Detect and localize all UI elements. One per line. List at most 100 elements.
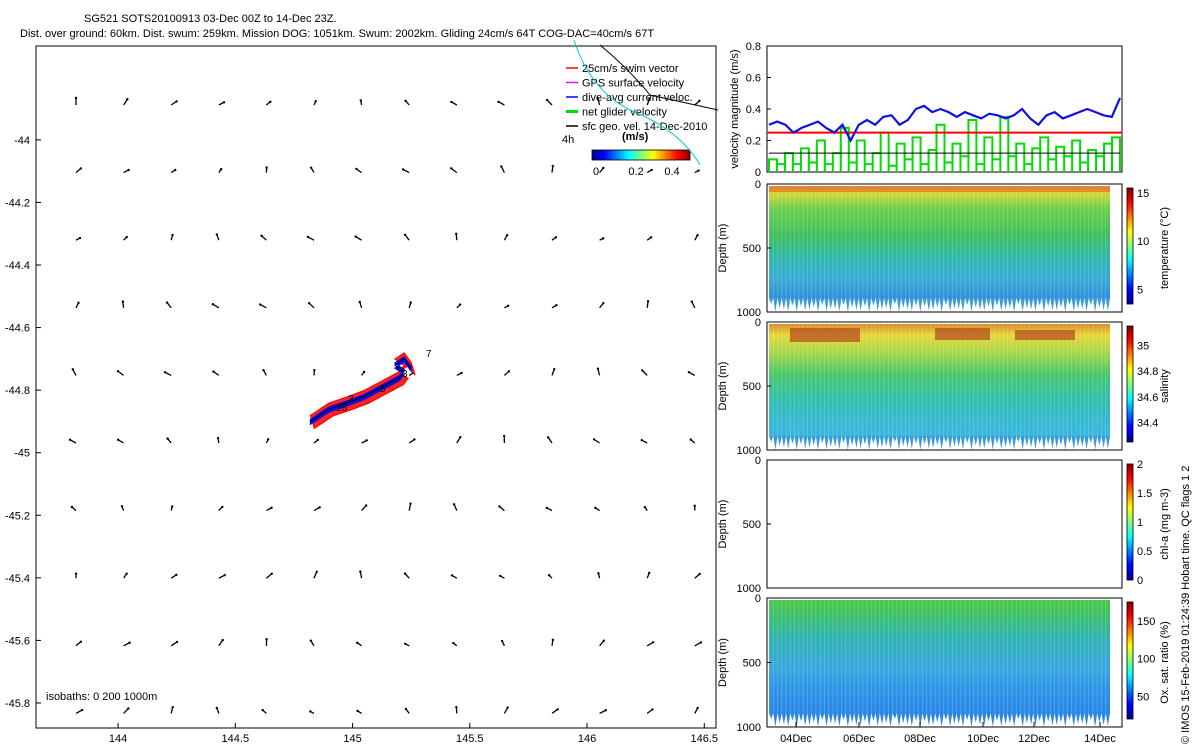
velocity-arrowhead <box>175 100 177 102</box>
isobaths-label: isobaths: 0 200 1000m <box>46 691 157 703</box>
velocity-arrowhead <box>555 304 557 306</box>
velocity-arrowhead <box>405 708 407 710</box>
oxygen-colorbar-tick: 50 <box>1137 691 1149 703</box>
velocity-arrowhead <box>315 100 317 102</box>
map-y-tick-label: -45.4 <box>5 573 30 585</box>
velocity-arrowhead <box>460 372 462 374</box>
salinity-colorbar-tick: 34.6 <box>1137 392 1158 404</box>
velocity-arrowhead <box>174 169 176 171</box>
velocity-arrowhead <box>75 572 77 574</box>
map-y-tick-label: -44.4 <box>5 260 30 272</box>
chlorophyll-colorbar-tick: 1.5 <box>1137 488 1152 500</box>
velocity-arrowhead <box>498 505 500 507</box>
velocity-arrowhead <box>308 302 310 304</box>
salinity-colorbar-tick: 34.4 <box>1137 418 1158 430</box>
velocity-arrowhead <box>552 639 554 641</box>
velocity-arrowhead <box>698 573 700 575</box>
figure-subtitle: Dist. over ground: 60km. Dist. swum: 259… <box>20 28 654 40</box>
velocity-arrowhead <box>497 101 499 103</box>
velocity-arrowhead <box>597 572 599 574</box>
velocity-arrowhead <box>171 505 173 507</box>
velocity-arrowhead <box>216 707 218 709</box>
legend-tick-2: 0.4 <box>664 166 679 178</box>
velocity-arrowhead <box>700 641 702 643</box>
velocity-arrowhead <box>171 234 173 236</box>
salinity-y-tick-label: 500 <box>743 381 761 393</box>
legend-unit-label: (m/s) <box>622 131 649 143</box>
chlorophyll-colorbar <box>1127 464 1133 580</box>
chlorophyll-colorbar-tick: 0.5 <box>1137 546 1152 558</box>
salinity-colorbar-tick: 34.8 <box>1137 366 1158 378</box>
velocity-arrowhead <box>552 165 554 167</box>
map-y-tick-label: -45.2 <box>5 510 30 522</box>
velocity-arrowhead <box>644 506 646 508</box>
velocity-arrowhead <box>269 101 271 103</box>
map-x-tick-label: 144.5 <box>222 733 250 745</box>
velocity-arrowhead <box>556 708 558 710</box>
velocity-arrowhead <box>501 640 503 642</box>
date-x-tick-label: 06Dec <box>843 733 875 745</box>
temperature-ylabel: Depth (m) <box>717 224 729 273</box>
chlorophyll-panel-frame <box>767 460 1122 588</box>
velocity-arrowhead <box>224 574 226 576</box>
velocity-arrowhead <box>404 234 406 236</box>
velocity-y-tick-label: 0 <box>755 167 761 179</box>
chlorophyll-ylabel: Depth (m) <box>717 500 729 549</box>
velocity-arrowhead <box>262 369 264 371</box>
velocity-arrowhead <box>360 99 362 101</box>
current-velocity-swath <box>310 357 411 425</box>
velocity-arrowhead <box>450 167 452 169</box>
velocity-arrowhead <box>270 507 272 509</box>
velocity-arrowhead <box>500 165 502 167</box>
oxygen-colorbar-label: Ox. sat. ratio (%) <box>1159 621 1171 704</box>
velocity-arrowhead <box>593 438 595 440</box>
velocity-arrowhead <box>451 574 453 576</box>
velocity-y-tick-label: 0.4 <box>746 104 761 116</box>
figure-title: SG521 SOTS20100913 03-Dec 00Z to 14-Dec … <box>84 13 337 25</box>
temperature-colorbar-label: temperature (°C) <box>1159 207 1171 289</box>
velocity-arrowhead <box>404 643 406 645</box>
velocity-arrowhead <box>650 169 652 171</box>
velocity-arrowhead <box>216 233 218 235</box>
salinity-high-patch <box>935 328 990 340</box>
velocity-arrowhead <box>316 571 318 573</box>
velocity-arrowhead <box>602 237 604 239</box>
velocity-arrowhead <box>648 572 650 574</box>
velocity-arrowhead <box>310 166 312 168</box>
oxygen-ylabel: Depth (m) <box>717 638 729 687</box>
velocity-arrowhead <box>265 638 267 640</box>
velocity-arrowhead <box>553 368 555 370</box>
velocity-arrowhead <box>164 371 166 373</box>
velocity-arrowhead <box>307 236 309 238</box>
salinity-colorbar-label: salinity <box>1159 369 1171 403</box>
date-x-tick-label: 12Dec <box>1018 733 1050 745</box>
oxygen-y-tick-label: 1000 <box>737 722 761 734</box>
map-y-tick-label: -45.8 <box>5 698 30 710</box>
velocity-arrowhead <box>220 168 222 170</box>
velocity-arrowhead <box>126 98 128 100</box>
date-x-tick-label: 10Dec <box>967 733 999 745</box>
salinity-y-tick-label: 0 <box>755 317 761 329</box>
velocity-arrowhead <box>546 507 548 509</box>
oxygen-y-tick-label: 500 <box>743 658 761 670</box>
temperature-colorbar-tick: 15 <box>1137 188 1149 200</box>
velocity-arrowhead <box>117 439 119 441</box>
velocity-arrowhead <box>694 505 696 507</box>
track-day-label: 3 <box>348 394 354 405</box>
map-x-tick-label: 145 <box>343 733 361 745</box>
velocity-arrowhead <box>455 706 457 708</box>
chlorophyll-colorbar-tick: 2 <box>1137 459 1143 471</box>
velocity-arrowhead <box>363 371 365 373</box>
salinity-high-patch <box>790 328 860 342</box>
temperature-colorbar-tick: 10 <box>1137 236 1149 248</box>
velocity-arrowhead <box>80 641 82 643</box>
velocity-arrowhead <box>503 435 505 437</box>
geostrophic-velocity-arrows <box>69 97 702 714</box>
oxygen-colorbar-tick: 100 <box>1137 654 1155 666</box>
